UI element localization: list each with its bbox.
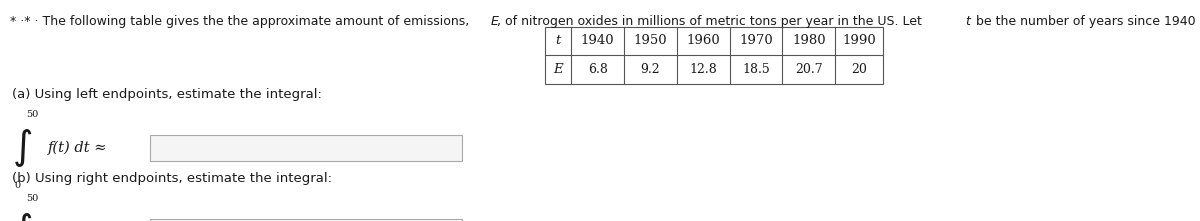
Text: 6.8: 6.8 <box>588 63 607 76</box>
Text: 18.5: 18.5 <box>742 63 770 76</box>
Text: t: t <box>965 15 970 29</box>
Text: 50: 50 <box>26 110 38 119</box>
Text: 9.2: 9.2 <box>641 63 660 76</box>
Text: 12.8: 12.8 <box>689 63 718 76</box>
Text: (a) Using left endpoints, estimate the integral:: (a) Using left endpoints, estimate the i… <box>12 88 322 101</box>
Text: 1950: 1950 <box>634 34 667 47</box>
Text: 1940: 1940 <box>581 34 614 47</box>
Text: 0: 0 <box>14 181 20 190</box>
Text: $\int$: $\int$ <box>12 211 32 221</box>
Text: be the number of years since 1940 and: be the number of years since 1940 and <box>972 15 1200 29</box>
Text: 1990: 1990 <box>842 34 876 47</box>
Text: $\int$: $\int$ <box>12 127 32 169</box>
FancyBboxPatch shape <box>150 219 462 221</box>
Text: 1970: 1970 <box>739 34 773 47</box>
Text: E: E <box>491 15 498 29</box>
Text: E: E <box>553 63 563 76</box>
Text: 1980: 1980 <box>792 34 826 47</box>
Text: (b) Using right endpoints, estimate the integral:: (b) Using right endpoints, estimate the … <box>12 172 332 185</box>
FancyBboxPatch shape <box>150 135 462 161</box>
Text: * ·* · The following table gives the the approximate amount of emissions,: * ·* · The following table gives the the… <box>10 15 473 29</box>
Bar <box>545 27 883 84</box>
Text: 20: 20 <box>851 63 868 76</box>
Text: 50: 50 <box>26 194 38 203</box>
Text: , of nitrogen oxides in millions of metric tons per year in the US. Let: , of nitrogen oxides in millions of metr… <box>497 15 926 29</box>
Text: 20.7: 20.7 <box>794 63 823 76</box>
Text: 1960: 1960 <box>686 34 720 47</box>
Text: t: t <box>556 34 560 47</box>
Text: f(t) dt ≈: f(t) dt ≈ <box>48 141 108 155</box>
